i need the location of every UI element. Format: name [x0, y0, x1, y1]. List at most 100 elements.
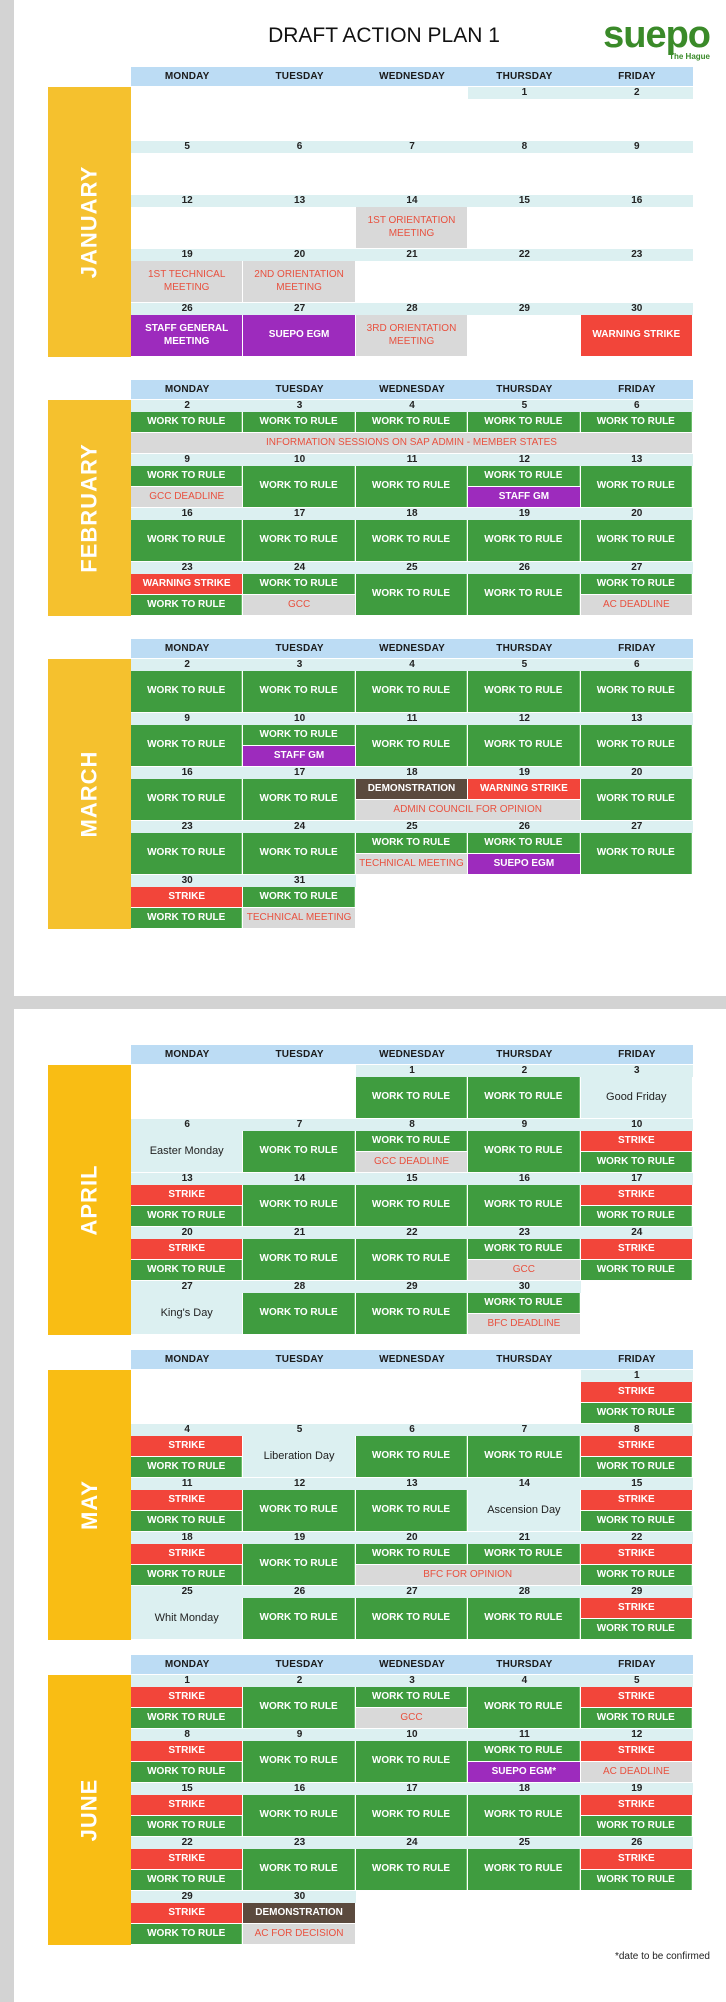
day-number: 9	[243, 1729, 356, 1741]
day-number: 4	[355, 659, 469, 671]
day-number: 24	[243, 562, 356, 574]
event-staff-gm: STAFF GM	[243, 746, 355, 766]
day-number: 27	[243, 303, 356, 315]
event-wtr: WORK TO RULE	[355, 520, 468, 561]
event-strike: STRIKE	[580, 1795, 692, 1815]
event-wtr: WORK TO RULE	[243, 1741, 355, 1782]
event-wtr: WORK TO RULE	[131, 671, 243, 712]
event-wtr: WORK TO RULE	[468, 412, 580, 432]
day-number: 8	[580, 1424, 693, 1436]
day-number: 17	[355, 1783, 469, 1795]
event-strike: STRIKE	[131, 1185, 243, 1205]
event-wtr: WORK TO RULE	[468, 1436, 580, 1477]
event-wtr: WORK TO RULE	[131, 1457, 243, 1477]
day-number: 17	[243, 767, 356, 779]
day-number: 9	[468, 1119, 581, 1131]
event-wtr: WORK TO RULE	[243, 1490, 355, 1531]
event-strike: STRIKE	[131, 1741, 243, 1761]
day-number: 27	[355, 1586, 469, 1598]
day-number: 18	[131, 1532, 244, 1544]
day-number: 2	[468, 1065, 581, 1077]
day-number: 30	[131, 875, 244, 887]
event-wtr: WORK TO RULE	[131, 1708, 243, 1728]
month-label-bar: FEBRUARY	[48, 400, 131, 616]
event-bfc-deadline: BFC DEADLINE	[468, 1314, 580, 1334]
event-wtr: WORK TO RULE	[580, 520, 692, 561]
day-number: 6	[131, 1119, 244, 1131]
event-wtr: WORK TO RULE	[243, 1185, 355, 1226]
month-january: MONDAY TUESDAY WEDNESDAY THURSDAY FRIDAY JANU…	[48, 67, 693, 357]
day-number: 15	[131, 1783, 244, 1795]
month-april: MONDAY TUESDAY WEDNESDAY THURSDAY FRIDAY APRI…	[48, 1045, 693, 1335]
event-wtr: WORK TO RULE	[243, 1544, 355, 1585]
event-wtr: WORK TO RULE	[355, 574, 468, 615]
event-wtr: WORK TO RULE	[580, 1816, 692, 1836]
day-number: 6	[355, 1424, 469, 1436]
day-number: 24	[580, 1227, 693, 1239]
event-wtr: WORK TO RULE	[468, 1239, 580, 1259]
event-wtr: WORK TO RULE	[580, 1260, 692, 1280]
event-wtr: WORK TO RULE	[580, 1206, 692, 1226]
event-wtr: WORK TO RULE	[468, 833, 580, 853]
day-number: 25	[468, 1837, 581, 1849]
month-name: APRIL	[76, 1164, 102, 1236]
event-strike: STRIKE	[580, 1490, 692, 1510]
day-number: 18	[355, 508, 469, 520]
event-wtr: WORK TO RULE	[131, 412, 243, 432]
event-strike: STRIKE	[580, 1741, 692, 1761]
event-info-sessions: INFORMATION SESSIONS ON SAP ADMIN - MEMB…	[131, 433, 692, 453]
day-number: 3	[580, 1065, 693, 1077]
event-ascension-day: Ascension Day	[468, 1490, 580, 1531]
weekday-label: THURSDAY	[496, 1354, 553, 1365]
event-wtr: WORK TO RULE	[131, 520, 243, 561]
weekday-label: THURSDAY	[496, 1659, 553, 1670]
day-number: 27	[131, 1281, 244, 1293]
day-number: 13	[131, 1173, 244, 1185]
event-wtr: WORK TO RULE	[243, 466, 355, 507]
day-number: 21	[468, 1532, 581, 1544]
day-number: 3	[243, 659, 356, 671]
day-number: 10	[243, 454, 356, 466]
event-wtr: WORK TO RULE	[580, 1565, 692, 1585]
day-number: 29	[131, 1891, 244, 1903]
page-title: DRAFT ACTION PLAN 1	[268, 24, 500, 47]
weekday-label: THURSDAY	[496, 384, 553, 395]
day-number: 2	[580, 87, 693, 99]
event-wtr: WORK TO RULE	[355, 1293, 468, 1334]
event-gcc: GCC	[243, 595, 355, 615]
month-label-bar: APRIL	[48, 1065, 131, 1335]
event-wtr: WORK TO RULE	[580, 833, 692, 874]
page-2: MONDAY TUESDAY WEDNESDAY THURSDAY FRIDAY APRI…	[14, 1009, 726, 2002]
weekday-label: TUESDAY	[275, 71, 324, 82]
day-number: 16	[131, 767, 244, 779]
event-wtr: WORK TO RULE	[580, 412, 692, 432]
event-wtr: WORK TO RULE	[355, 1687, 468, 1707]
weekday-label: TUESDAY	[275, 643, 324, 654]
day-number: 17	[580, 1173, 693, 1185]
event-wtr: WORK TO RULE	[468, 1687, 580, 1728]
event-wtr: WORK TO RULE	[355, 466, 468, 507]
day-number: 7	[355, 141, 469, 153]
event-wtr: WORK TO RULE	[131, 1816, 243, 1836]
event-wtr: WORK TO RULE	[131, 779, 243, 820]
event-wtr: WORK TO RULE	[468, 1185, 580, 1226]
event-wtr: WORK TO RULE	[355, 1239, 468, 1280]
day-number: 13	[580, 454, 693, 466]
event-wtr: WORK TO RULE	[468, 1544, 580, 1564]
day-number: 18	[468, 1783, 581, 1795]
day-number: 6	[580, 400, 693, 412]
event-strike: STRIKE	[131, 1849, 243, 1869]
event-wtr: WORK TO RULE	[243, 779, 355, 820]
event-wtr: WORK TO RULE	[243, 671, 355, 712]
day-number: 17	[243, 508, 356, 520]
event-ac-deadline: AC DEADLINE	[580, 595, 692, 615]
day-number: 14	[243, 1173, 356, 1185]
event-orientation-3: 3RD ORIENTATION MEETING	[355, 315, 468, 356]
event-warning-strike: WARNING STRIKE	[580, 315, 692, 356]
day-number: 26	[243, 1586, 356, 1598]
weekday-label: FRIDAY	[618, 1354, 656, 1365]
event-wtr: WORK TO RULE	[580, 1619, 692, 1639]
event-wtr: WORK TO RULE	[243, 1239, 355, 1280]
day-number: 2	[131, 400, 244, 412]
event-wtr: WORK TO RULE	[131, 1565, 243, 1585]
